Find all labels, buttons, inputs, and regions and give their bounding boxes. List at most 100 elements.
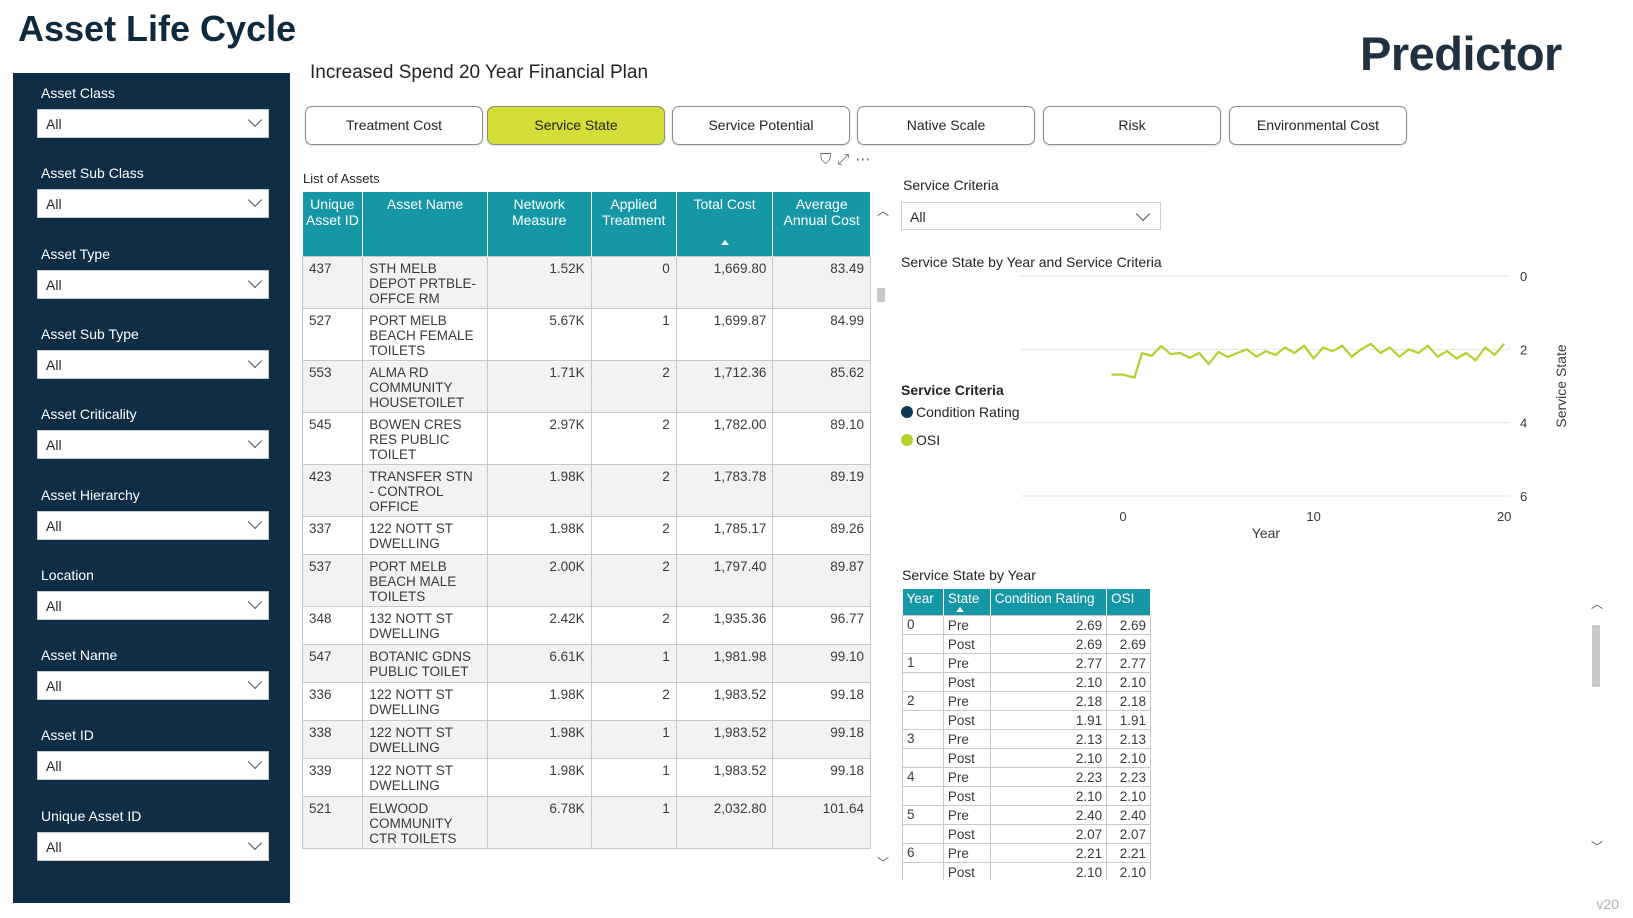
table-row[interactable]: 338 122 NOTT ST DWELLING 1.98K 1 1,983.52 99.… (301, 719, 871, 759)
filter-dropdown[interactable]: All (37, 831, 269, 861)
col-header-network-measure[interactable]: Network Measure (487, 192, 592, 256)
col-header-condition-rating[interactable]: Condition Rating (990, 589, 1108, 615)
cell-network-measure: 1.98K (486, 757, 592, 797)
cell-unique-asset-id: 537 (301, 553, 364, 607)
col-header-average-annual-cost[interactable]: Average Annual Cost (772, 192, 871, 256)
table-row[interactable]: 6 Pre 2.21 2.21 (902, 842, 1151, 863)
legend-dot-icon (901, 434, 913, 446)
table-row[interactable]: 437 STH MELB DEPOT PRTBLE-OFFCE RM 1.52K 0 1… (301, 255, 871, 309)
table-row[interactable]: Post 2.10 2.10 (902, 785, 1151, 806)
filter-label: Asset Sub Type (41, 325, 139, 342)
table-row[interactable]: 423 TRANSFER STN - CONTROL OFFICE 1.98K 2 1,… (301, 463, 871, 517)
cell-asset-name: ELWOOD COMMUNITY CTR TOILETS (362, 795, 488, 849)
table-row[interactable]: 5 Pre 2.40 2.40 (902, 804, 1151, 825)
cell-network-measure: 1.98K (486, 681, 592, 721)
table-row[interactable]: Post 2.69 2.69 (902, 633, 1151, 654)
version-label: v20 (1596, 896, 1619, 912)
scroll-up-icon[interactable]: ︿ (877, 204, 890, 218)
cell-total-cost: 1,797.40 (675, 553, 774, 607)
tab-environmental-cost[interactable]: Environmental Cost (1229, 106, 1407, 145)
cell-condition-rating: 2.23 (989, 766, 1108, 787)
cell-total-cost: 1,712.36 (675, 359, 774, 413)
cell-year (902, 709, 944, 729)
cell-total-cost: 1,783.78 (675, 463, 774, 517)
scroll-thumb[interactable] (877, 288, 885, 302)
cell-asset-name: 122 NOTT ST DWELLING (362, 757, 488, 797)
col-header-applied-treatment[interactable]: Applied Treatment (591, 192, 677, 256)
filter-value: All (46, 196, 62, 213)
filter-label: Unique Asset ID (41, 807, 142, 824)
col-header-asset-name[interactable]: Asset Name (362, 192, 488, 256)
filter-dropdown[interactable]: All (37, 109, 269, 138)
cell-osi: 2.10 (1106, 861, 1151, 880)
cell-osi: 2.10 (1106, 671, 1151, 692)
table-row[interactable]: 553 ALMA RD COMMUNITY HOUSETOILET 1.71K 2 1,… (301, 359, 871, 413)
service-criteria-dropdown[interactable]: All (901, 202, 1161, 230)
table-row[interactable]: Post 2.10 2.10 (902, 861, 1151, 880)
cell-year: 4 (902, 766, 944, 786)
tab-native-scale[interactable]: Native Scale (857, 106, 1035, 145)
table-row[interactable]: Post 1.91 1.91 (902, 709, 1151, 730)
col-header-unique-asset-id[interactable]: Unique Asset ID (302, 192, 364, 256)
filter-dropdown[interactable]: All (37, 430, 269, 460)
table-row[interactable]: 2 Pre 2.18 2.18 (902, 690, 1151, 711)
filter-dropdown[interactable]: All (37, 671, 269, 701)
cell-state: Post (942, 633, 991, 654)
table-row[interactable]: 545 BOWEN CRES RES PUBLIC TOILET 2.97K 2 1,7… (301, 411, 871, 465)
filter-dropdown[interactable]: All (37, 349, 269, 379)
legend-item-osi[interactable]: OSI (901, 432, 940, 448)
filter-label: Asset Sub Class (41, 165, 144, 182)
asset-table-scrollbar[interactable]: ︿ ﹀ (875, 198, 890, 870)
focus-mode-icon[interactable]: ⤢ (837, 151, 850, 168)
table-row[interactable]: 4 Pre 2.23 2.23 (902, 766, 1151, 787)
cell-state: Pre (942, 766, 991, 787)
tab-service-potential[interactable]: Service Potential (672, 106, 850, 145)
cell-year (902, 747, 944, 767)
cell-state: Pre (942, 652, 991, 673)
table-row[interactable]: 348 132 NOTT ST DWELLING 2.42K 2 1,935.36 96.… (301, 605, 871, 645)
scroll-down-icon[interactable]: ﹀ (1591, 840, 1604, 854)
table-row[interactable]: 1 Pre 2.77 2.77 (902, 652, 1151, 673)
cell-state: Post (942, 823, 991, 844)
table-row[interactable]: 0 Pre 2.69 2.69 (902, 614, 1151, 635)
table-row[interactable]: 537 PORT MELB BEACH MALE TOILETS 2.00K 2 1,7… (301, 553, 871, 607)
cell-average-annual-cost: 83.49 (772, 255, 871, 309)
filter-dropdown[interactable]: All (37, 510, 269, 540)
filter-dropdown[interactable]: All (37, 751, 269, 781)
filter-dropdown[interactable]: All (37, 189, 269, 219)
table-row[interactable]: Post 2.10 2.10 (902, 747, 1151, 768)
more-options-icon[interactable]: ⋯ (855, 151, 871, 168)
legend-item-condition-rating[interactable]: Condition Rating (901, 404, 1020, 420)
cell-unique-asset-id: 348 (301, 605, 364, 645)
cell-condition-rating: 2.10 (989, 785, 1108, 806)
filter-label: Asset ID (41, 727, 94, 744)
filter-dropdown[interactable]: All (37, 269, 269, 299)
col-header-total-cost[interactable]: Total Cost (676, 192, 774, 256)
scroll-down-icon[interactable]: ﹀ (877, 856, 890, 870)
tab-risk[interactable]: Risk (1043, 106, 1221, 145)
table-row[interactable]: 336 122 NOTT ST DWELLING 1.98K 2 1,983.52 99.… (301, 681, 871, 721)
col-header-state[interactable]: State (943, 589, 991, 615)
table-row[interactable]: 337 122 NOTT ST DWELLING 1.98K 2 1,785.17 89.… (301, 515, 871, 555)
table-row[interactable]: Post 2.10 2.10 (902, 671, 1151, 692)
filter-dropdown[interactable]: All (37, 590, 269, 620)
tab-service-state[interactable]: Service State (487, 106, 665, 145)
table-row[interactable]: 527 PORT MELB BEACH FEMALE TOILETS 5.67K 1 1… (301, 307, 871, 361)
chevron-down-icon (247, 514, 263, 529)
table-row[interactable]: 521 ELWOOD COMMUNITY CTR TOILETS 6.78K 1 2,0… (301, 795, 871, 849)
col-header-year[interactable]: Year (902, 589, 944, 615)
chevron-down-icon (247, 755, 263, 770)
table-row[interactable]: 339 122 NOTT ST DWELLING 1.98K 1 1,983.52 99.… (301, 757, 871, 797)
table-row[interactable]: 3 Pre 2.13 2.13 (902, 728, 1151, 749)
tab-treatment-cost[interactable]: Treatment Cost (305, 106, 483, 145)
service-state-table-scrollbar[interactable]: ︿ ﹀ (1590, 595, 1604, 855)
cell-osi: 2.07 (1106, 823, 1151, 844)
col-header-osi[interactable]: OSI (1106, 589, 1151, 615)
table-row[interactable]: 547 BOTANIC GDNS PUBLIC TOILET 6.61K 1 1,981… (301, 643, 871, 683)
report-subtitle: Increased Spend 20 Year Financial Plan (310, 62, 649, 83)
filter-icon[interactable]: ⛉ (820, 151, 832, 168)
scroll-up-icon[interactable]: ︿ (1591, 597, 1604, 611)
scroll-thumb[interactable] (1592, 625, 1600, 687)
table-row[interactable]: Post 2.07 2.07 (902, 823, 1151, 844)
